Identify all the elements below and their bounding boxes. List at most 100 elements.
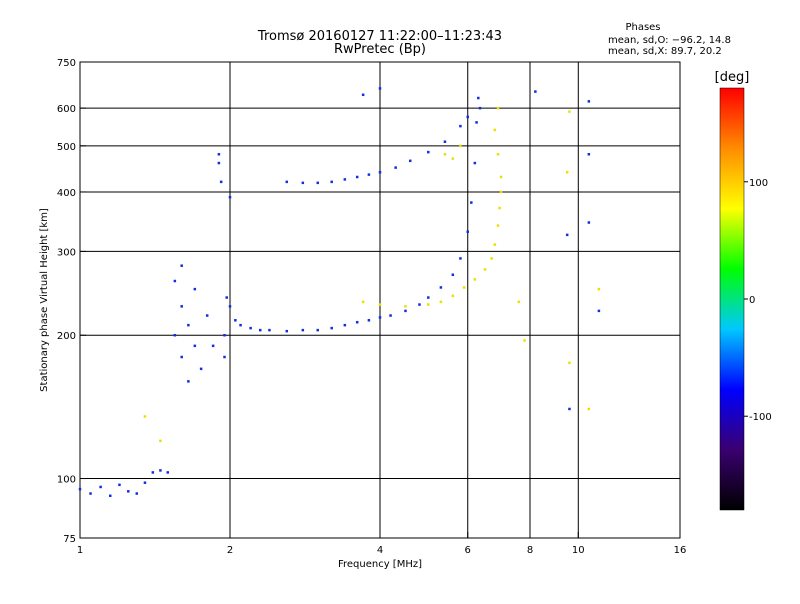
data-point-o bbox=[234, 319, 237, 322]
data-point-o bbox=[597, 309, 601, 313]
y-tick-label: 600 bbox=[57, 104, 76, 115]
data-point-o bbox=[239, 323, 242, 327]
data-point-o bbox=[587, 153, 591, 156]
data-point-o bbox=[587, 100, 591, 103]
data-point-o bbox=[301, 328, 305, 332]
x-tick-label: 16 bbox=[674, 545, 687, 556]
x-axis: 1 2 4 6 8 10 16 bbox=[77, 532, 687, 556]
data-point-x bbox=[483, 268, 487, 271]
x-tick-label: 1 bbox=[77, 545, 83, 556]
colorbar-tick-label: -100 bbox=[749, 412, 772, 423]
data-point-o bbox=[217, 153, 221, 156]
data-point-x bbox=[404, 305, 407, 308]
data-point-x bbox=[498, 206, 501, 210]
data-point-o bbox=[228, 305, 232, 308]
data-point-x bbox=[496, 106, 500, 110]
data-point-o bbox=[193, 344, 197, 348]
data-point-x bbox=[587, 407, 591, 411]
data-point-o bbox=[151, 471, 155, 474]
data-point-o bbox=[166, 471, 169, 474]
data-point-x bbox=[493, 243, 497, 246]
data-point-o bbox=[180, 264, 183, 267]
data-point-x bbox=[568, 110, 571, 113]
data-point-o bbox=[418, 303, 421, 306]
data-point-o bbox=[118, 483, 121, 487]
data-point-o bbox=[249, 326, 252, 330]
data-point-o bbox=[330, 326, 333, 330]
data-point-o bbox=[355, 175, 359, 179]
data-point-o bbox=[587, 221, 591, 224]
y-tick-label: 300 bbox=[57, 247, 76, 258]
y-tick-label: 500 bbox=[57, 142, 76, 153]
data-point-o bbox=[135, 492, 139, 495]
data-point-o bbox=[355, 320, 359, 324]
data-point-o bbox=[143, 481, 147, 484]
data-point-x bbox=[427, 303, 430, 306]
data-point-o bbox=[78, 487, 82, 491]
phases-stat-o: mean, sd,O: −96.2, 14.8 bbox=[608, 35, 731, 46]
data-point-o bbox=[459, 257, 462, 260]
data-point-x bbox=[459, 144, 462, 148]
phases-title: Phases bbox=[625, 22, 660, 33]
data-point-o bbox=[343, 323, 347, 327]
x-tick-label: 6 bbox=[465, 545, 471, 556]
data-point-x bbox=[361, 300, 365, 304]
grid-lines bbox=[80, 62, 680, 538]
y-tick-label: 75 bbox=[63, 534, 76, 545]
data-point-x bbox=[462, 286, 466, 289]
phases-stat-x: mean, sd,X: 89.7, 20.2 bbox=[608, 46, 722, 57]
data-point-x bbox=[451, 294, 455, 298]
data-point-o bbox=[211, 344, 215, 348]
data-point-o bbox=[361, 93, 365, 97]
data-point-o bbox=[427, 150, 430, 154]
data-point-x bbox=[473, 278, 477, 281]
x-tick-label: 4 bbox=[377, 545, 383, 556]
data-point-o bbox=[534, 90, 537, 93]
data-point-o bbox=[389, 314, 392, 317]
data-point-x bbox=[523, 339, 526, 342]
data-point-o bbox=[187, 380, 190, 383]
data-point-o bbox=[285, 329, 289, 333]
data-point-o bbox=[127, 490, 130, 493]
data-point-o bbox=[316, 328, 319, 332]
data-point-o bbox=[223, 355, 226, 359]
data-point-x bbox=[499, 190, 503, 194]
data-point-x bbox=[597, 287, 601, 291]
data-point-o bbox=[404, 309, 407, 313]
data-point-o bbox=[478, 106, 482, 110]
data-point-o bbox=[217, 161, 221, 165]
data-point-o bbox=[258, 328, 262, 332]
y-tick-label: 400 bbox=[57, 188, 76, 199]
data-point-o bbox=[223, 333, 226, 337]
colorbar-tick-label: 100 bbox=[749, 178, 768, 189]
colorbar-label: [deg] bbox=[715, 70, 750, 85]
data-point-o bbox=[408, 159, 412, 163]
data-points bbox=[78, 87, 601, 498]
data-point-x bbox=[496, 153, 500, 156]
data-point-o bbox=[378, 170, 382, 174]
x-tick-label: 2 bbox=[227, 545, 233, 556]
data-point-x bbox=[490, 257, 493, 260]
data-point-o bbox=[199, 367, 203, 371]
data-point-o bbox=[475, 121, 478, 124]
data-point-o bbox=[443, 140, 447, 143]
colorbar-tick-label: 0 bbox=[749, 295, 755, 306]
data-point-x bbox=[499, 175, 503, 179]
data-point-o bbox=[173, 279, 177, 283]
data-point-o bbox=[228, 195, 232, 199]
data-point-o bbox=[89, 492, 92, 495]
y-tick-label: 100 bbox=[57, 475, 76, 486]
data-point-x bbox=[517, 300, 521, 304]
data-point-o bbox=[225, 296, 228, 299]
chart-title-line1: Tromsø 20160127 11:22:00–11:23:43 bbox=[257, 29, 502, 44]
data-point-x bbox=[443, 153, 447, 156]
data-point-o bbox=[568, 407, 571, 411]
data-point-o bbox=[470, 201, 473, 204]
data-point-o bbox=[180, 305, 183, 308]
data-point-o bbox=[343, 178, 347, 181]
y-axis-label: Stationary phase Virtual Height [km] bbox=[39, 208, 50, 392]
data-point-o bbox=[473, 161, 477, 165]
x-tick-label: 8 bbox=[527, 545, 533, 556]
data-point-o bbox=[439, 286, 443, 289]
data-point-o bbox=[565, 233, 569, 237]
